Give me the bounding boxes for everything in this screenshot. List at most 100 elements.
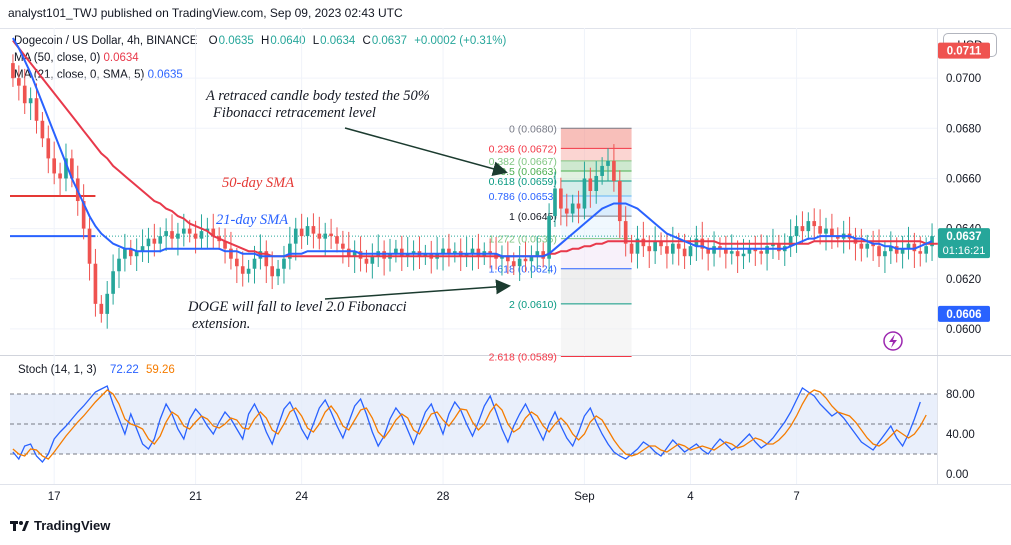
candle-body bbox=[258, 251, 263, 259]
candle-body bbox=[800, 226, 805, 232]
candle-body bbox=[46, 138, 51, 159]
footer-brand[interactable]: TradingView bbox=[10, 518, 110, 533]
candle-body bbox=[235, 258, 239, 267]
price-tag bbox=[938, 228, 990, 259]
candle-body bbox=[187, 228, 192, 234]
candle-body bbox=[859, 243, 864, 249]
candle-body bbox=[364, 258, 369, 264]
fib-level-label: 0.786 (0.0653) bbox=[489, 191, 557, 203]
candle-body bbox=[341, 243, 345, 249]
candle-body bbox=[123, 248, 127, 259]
stoch-d-line bbox=[12, 389, 927, 460]
candle-body bbox=[830, 228, 834, 237]
candle-body bbox=[523, 258, 528, 262]
candle-body bbox=[918, 251, 923, 254]
candle-body bbox=[835, 236, 840, 239]
candle-body bbox=[305, 226, 310, 237]
candle-body bbox=[647, 246, 652, 252]
candle-body bbox=[753, 248, 758, 252]
time-tick-label: 4 bbox=[687, 491, 694, 503]
fib-zone bbox=[560, 128, 632, 149]
candle-body bbox=[559, 188, 563, 209]
stoch-tick-label: 40.00 bbox=[946, 429, 975, 441]
close-value: 0.0637 bbox=[371, 35, 407, 47]
candle-body bbox=[329, 233, 333, 237]
fib-level-label: 2.618 (0.0589) bbox=[489, 352, 557, 364]
stoch-d-value: 59.26 bbox=[146, 364, 175, 376]
ma50-label: MA (50, close, 0) bbox=[14, 52, 101, 64]
sma50-line bbox=[12, 39, 938, 258]
time-tick-label: 28 bbox=[437, 491, 450, 503]
price-tick-label: 0.0600 bbox=[946, 324, 981, 336]
open-value: 0.0635 bbox=[218, 35, 254, 47]
candle-body bbox=[452, 251, 457, 254]
candle-body bbox=[382, 251, 386, 259]
candle-body bbox=[28, 98, 33, 104]
candle-body bbox=[641, 238, 646, 247]
annotation-retrace-line2: Fibonacci retracement level bbox=[213, 105, 376, 121]
symbol-title[interactable]: Dogecoin / US Dollar, 4h, BINANCE bbox=[14, 35, 198, 47]
candle-body bbox=[818, 226, 822, 234]
candle-body bbox=[588, 178, 593, 191]
candle-body bbox=[617, 180, 622, 222]
candle-body bbox=[423, 253, 428, 257]
candle-body bbox=[240, 266, 245, 274]
annotation-arrow-retrace bbox=[344, 127, 508, 177]
price-tick-label: 0.0680 bbox=[946, 123, 981, 135]
candle-body bbox=[670, 243, 675, 254]
candle-body bbox=[629, 243, 634, 254]
price-tag bbox=[938, 305, 990, 322]
candle-body bbox=[58, 173, 62, 179]
annotation-sma21: 21-day SMA bbox=[216, 212, 289, 228]
lightning-bolt-icon bbox=[889, 334, 897, 348]
annotation-arrow-extension bbox=[324, 279, 511, 300]
ma50-legend[interactable]: MA (50, close, 0) 0.0634 bbox=[14, 52, 139, 64]
candle-body bbox=[771, 243, 775, 247]
candle-body bbox=[346, 248, 351, 257]
candle-body bbox=[718, 246, 722, 249]
candle-body bbox=[252, 258, 257, 269]
candle-body bbox=[912, 243, 917, 252]
time-tick-label: 21 bbox=[189, 491, 202, 503]
candle-body bbox=[270, 266, 275, 277]
time-tick-label: 17 bbox=[48, 491, 61, 503]
candle-body bbox=[582, 178, 587, 209]
candle-body bbox=[688, 246, 693, 257]
lightning-icon bbox=[883, 331, 903, 351]
ma50-value: 0.0634 bbox=[103, 52, 139, 64]
candle-body bbox=[246, 268, 251, 274]
candle-body bbox=[535, 251, 540, 257]
candle-body bbox=[134, 251, 139, 257]
candle-body bbox=[111, 271, 115, 294]
candle-body bbox=[70, 158, 74, 179]
price-tag-label: 0.0606 bbox=[946, 309, 981, 321]
candle-body bbox=[464, 253, 469, 257]
candle-body bbox=[865, 243, 870, 249]
candle-body bbox=[729, 251, 734, 254]
price-tick-label: 0.0620 bbox=[946, 274, 981, 286]
annotation-retrace-line1: A retraced candle body tested the 50% bbox=[206, 88, 430, 104]
price-tag-label: 0.0711 bbox=[947, 46, 982, 58]
candle-body bbox=[653, 241, 657, 252]
annotation-doge-line1: DOGE will fall to level 2.0 Fibonacci bbox=[188, 299, 407, 315]
candle-body bbox=[488, 251, 493, 254]
candle-body bbox=[682, 248, 687, 257]
stoch-tick-label: 80.00 bbox=[946, 389, 975, 401]
candle-body bbox=[906, 243, 911, 249]
candle-body bbox=[199, 231, 204, 239]
candle-body bbox=[140, 246, 145, 252]
candle-body bbox=[181, 228, 186, 234]
candle-body bbox=[706, 248, 710, 254]
candle-body bbox=[741, 253, 746, 257]
candle-body bbox=[176, 233, 180, 239]
price-tag-countdown: 01:16:21 bbox=[943, 245, 986, 257]
fib-level-label: 0.236 (0.0672) bbox=[489, 143, 557, 155]
fib-level-label: 2 (0.0610) bbox=[509, 299, 557, 311]
candle-body bbox=[193, 233, 198, 239]
top-border bbox=[0, 28, 1011, 29]
candle-body bbox=[164, 231, 168, 237]
time-tick-label: 24 bbox=[295, 491, 308, 503]
candle-body bbox=[547, 216, 551, 259]
candle-body bbox=[576, 203, 581, 209]
